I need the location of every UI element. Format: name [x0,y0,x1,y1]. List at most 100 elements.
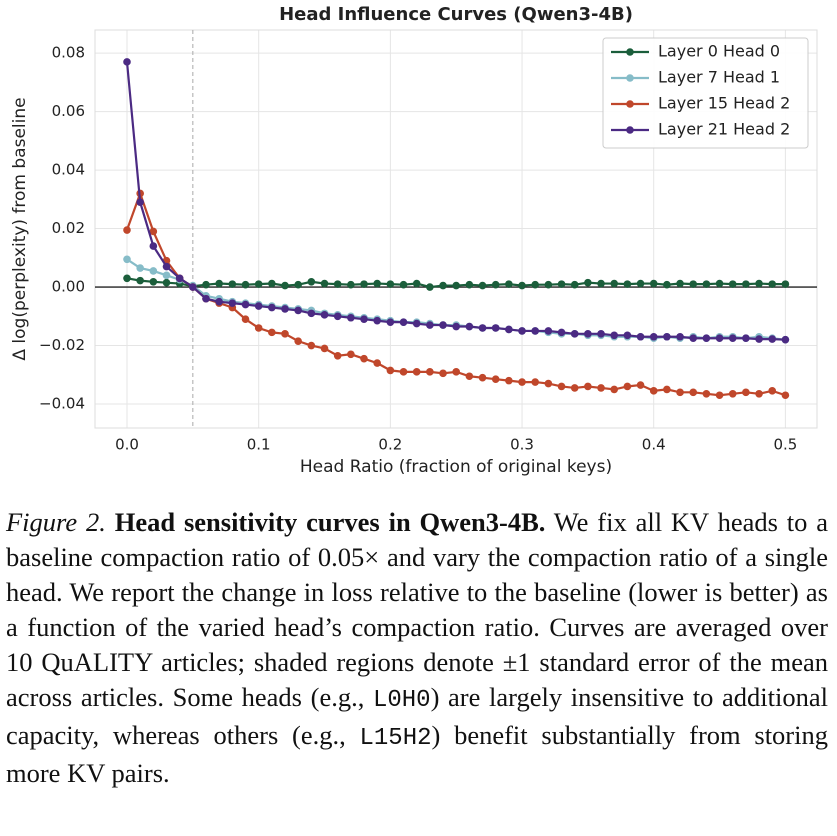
data-point [189,283,197,291]
data-point [412,368,421,376]
data-point [505,376,513,385]
data-point [649,332,658,341]
data-point [715,334,724,343]
data-point [636,381,645,389]
data-point [663,385,671,394]
data-point [715,279,724,288]
data-point [386,366,395,375]
data-point [215,297,223,306]
data-point [162,271,171,280]
data-point [373,359,381,367]
caption-code: L0H0 [372,687,431,714]
data-point [307,309,316,318]
data-point [610,331,619,340]
data-point [531,378,540,386]
data-point [360,315,368,324]
data-point [465,280,474,289]
data-point [676,279,684,288]
data-point [162,278,171,287]
data-point [702,334,711,343]
y-tick-label: 0.04 [52,161,85,179]
data-point [294,280,302,289]
x-tick-label: 0.4 [642,436,666,454]
data-point [742,334,750,343]
data-point [623,331,632,340]
data-point [742,280,750,288]
data-point [478,281,487,290]
data-point [781,391,790,400]
data-point [294,306,302,315]
data-point [768,280,777,288]
y-axis-label: Δ log(perplexity) from baseline [10,97,30,360]
data-point [320,311,329,319]
y-tick-label: 0.02 [52,219,85,237]
data-point [518,327,526,335]
data-point [491,280,500,289]
data-point [268,279,276,288]
data-point [544,280,553,289]
data-point [333,351,342,360]
data-point [268,328,276,337]
data-point [149,277,158,286]
data-point [360,280,368,288]
data-point [518,378,526,386]
data-point [399,280,408,289]
data-point [689,280,698,288]
data-point [399,368,408,376]
data-point [320,279,329,288]
x-tick-label: 0.2 [378,436,402,454]
data-point [373,316,381,325]
data-point [123,274,131,283]
data-point [584,330,592,338]
data-point [386,318,395,326]
data-point [465,372,474,381]
data-point [570,330,579,338]
data-point [281,281,289,290]
caption-text: We fix all KV heads to a baseline compac… [6,507,828,712]
data-point [347,350,355,359]
data-point [320,344,329,353]
data-point [426,368,434,376]
data-point [557,328,566,337]
data-point [702,280,711,288]
legend-label: Layer 0 Head 0 [658,42,780,61]
data-point [755,335,763,343]
data-point [781,280,790,288]
data-point [360,354,368,363]
data-point [649,387,658,395]
data-point [531,280,540,289]
legend-box [602,37,809,149]
data-point [347,280,355,289]
data-point [584,278,592,287]
data-point [570,384,579,392]
data-point [478,373,487,382]
data-point [149,227,158,236]
data-point [623,280,632,288]
data-point [452,281,460,290]
legend-marker [626,48,634,56]
x-tick-label: 0.3 [510,436,534,454]
data-point [412,279,421,288]
data-point [689,334,698,343]
data-point [505,280,513,288]
data-point [768,387,777,395]
data-point [702,389,711,398]
data-point [636,332,645,341]
data-point [610,385,619,394]
data-point [333,280,342,288]
chart: Head Influence Curves (Qwen3-4B) Head Ra… [10,4,818,477]
data-point [241,300,250,309]
data-point [781,335,790,344]
data-point [728,334,737,343]
caption-code: L15H2 [359,725,432,752]
legend-marker [626,100,634,108]
data-point [228,299,237,307]
data-point [584,382,592,391]
data-point [294,337,302,345]
data-point [636,279,645,288]
data-point [768,335,777,343]
plot-frame [94,29,818,429]
y-tick-label: −0.04 [39,395,85,413]
data-point [570,280,579,289]
data-point [281,305,289,313]
